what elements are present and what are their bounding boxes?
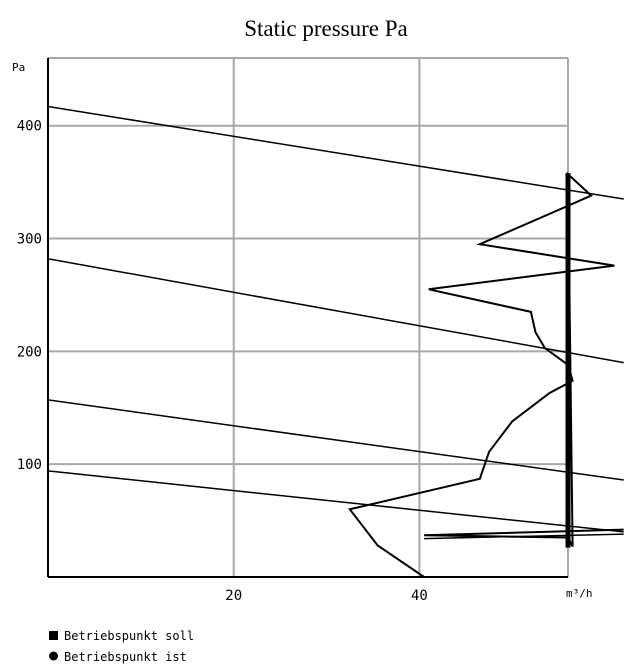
x-axis-label: m³/h (566, 587, 593, 600)
series-layer (47, 105, 624, 578)
x-tick-label-1: 40 (411, 588, 428, 604)
legend-entry-ist: Betriebspunkt ist (64, 650, 187, 664)
series-line-0 (47, 105, 624, 200)
y-axis-label: Pa (12, 61, 25, 74)
y-tick-labels: 100 200 300 400 (17, 119, 42, 473)
y-tick-label-2: 300 (17, 232, 42, 248)
y-tick-label-3: 400 (17, 119, 42, 135)
series-line-3 (47, 470, 624, 533)
legend: Betriebspunkt soll Betriebspunkt ist (49, 629, 194, 664)
y-tick-label-1: 200 (17, 344, 42, 360)
x-tick-labels: 20 40 (225, 588, 428, 604)
chart-title: Static pressure Pa (244, 16, 408, 41)
legend-dot-icon (49, 651, 58, 661)
legend-square-icon (49, 631, 58, 640)
series-line-1 (47, 258, 624, 364)
x-tick-label-0: 20 (225, 588, 242, 604)
series-line-4 (348, 171, 624, 578)
series-line-5 (424, 533, 624, 540)
series-line-2 (47, 399, 624, 481)
y-tick-label-0: 100 (17, 457, 42, 473)
legend-entry-soll: Betriebspunkt soll (64, 629, 194, 643)
